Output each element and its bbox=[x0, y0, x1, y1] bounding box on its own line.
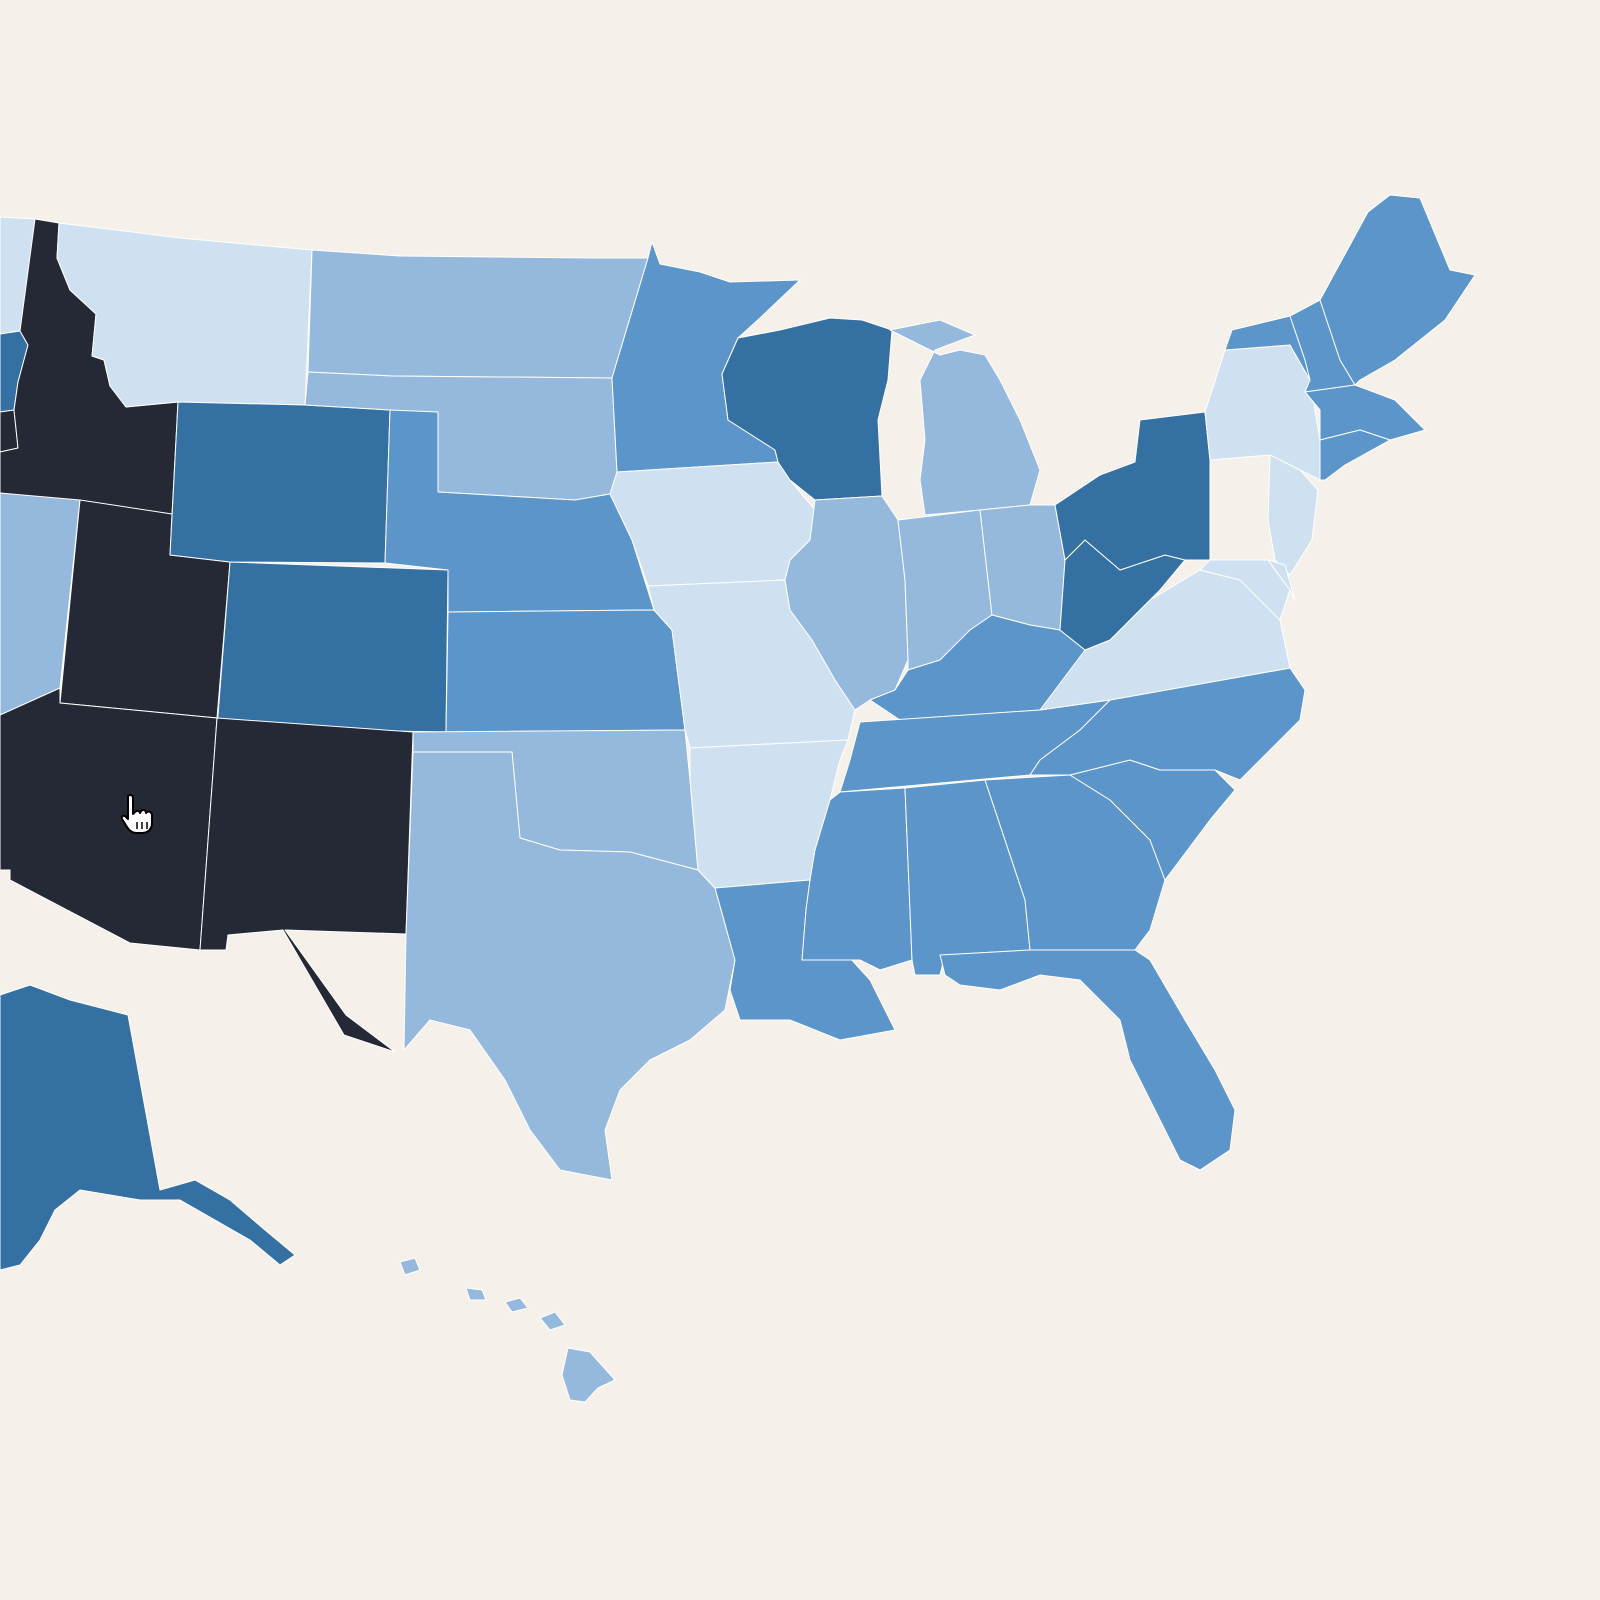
state-delaware[interactable] bbox=[1267, 559, 1296, 601]
state-wyoming[interactable] bbox=[169, 401, 391, 564]
state-kansas[interactable] bbox=[445, 609, 686, 733]
state-florida[interactable] bbox=[939, 949, 1236, 1171]
state-hawaii-oahu[interactable] bbox=[504, 1297, 529, 1313]
state-north-carolina[interactable] bbox=[1029, 667, 1306, 781]
state-new-jersey[interactable] bbox=[1267, 454, 1319, 576]
state-texas[interactable] bbox=[403, 751, 736, 1181]
state-colorado[interactable] bbox=[216, 561, 449, 733]
state-arizona[interactable] bbox=[0, 687, 218, 951]
state-north-dakota[interactable] bbox=[307, 249, 649, 379]
state-hawaii-big-island[interactable] bbox=[561, 1347, 616, 1403]
state-ohio[interactable] bbox=[979, 504, 1066, 631]
state-connecticut[interactable] bbox=[1319, 429, 1391, 481]
state-maine[interactable] bbox=[1319, 194, 1476, 386]
state-hawaii-kauai[interactable] bbox=[399, 1257, 421, 1276]
state-hawaii-maui[interactable] bbox=[539, 1311, 566, 1331]
state-hawaii-molokai[interactable] bbox=[465, 1287, 487, 1301]
state-alaska[interactable] bbox=[0, 984, 296, 1271]
